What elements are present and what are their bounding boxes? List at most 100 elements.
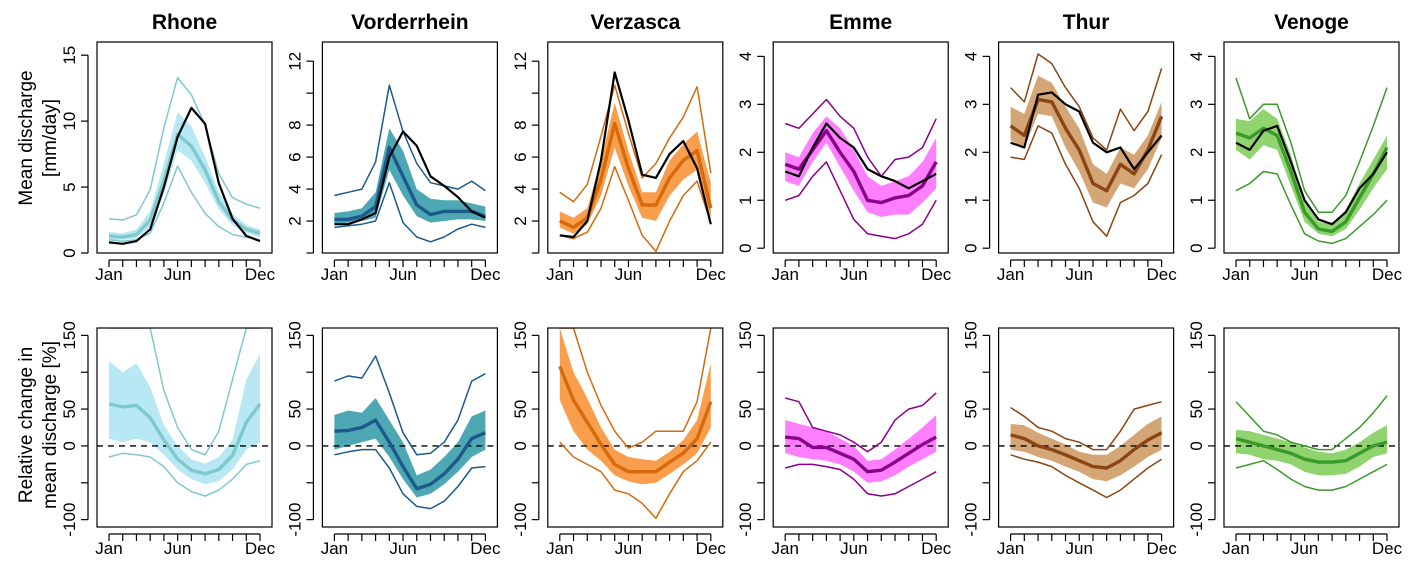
emme-title: Emme — [829, 11, 892, 34]
verzasca-relative-change-outer-high-line — [559, 328, 712, 449]
row1-ylabel-line2: [mm/day] — [40, 99, 61, 177]
venoge-relative-change-ytick-label: 50 — [1187, 400, 1206, 419]
venoge-relative-change-plot-area — [1224, 395, 1399, 491]
rhone-relative-change-ytick-label: 150 — [60, 321, 79, 349]
thur-mean-discharge-plot-area — [1009, 53, 1164, 237]
emme-relative-change-xtick-label: Jan — [771, 539, 798, 558]
emme-relative-change-inner-band — [785, 415, 937, 483]
venoge-mean-discharge-frame — [1223, 41, 1400, 254]
thur-mean-discharge-ytick-label: 1 — [962, 196, 981, 205]
thur-relative-change-ytick-label: 0 — [962, 441, 981, 450]
rhone-mean-discharge-ytick-label: 10 — [60, 112, 79, 131]
emme-mean-discharge-inner-band — [785, 116, 937, 217]
verzasca-relative-change-xtick-label: Jun — [615, 539, 642, 558]
panel-rhone: Rhone 0 5 10 15 Jan Jun Dec -100 0 50 150 Jan Jun Dec — [60, 11, 276, 558]
rhone-relative-change-ytick-label: -100 — [60, 503, 79, 537]
verzasca-mean-discharge-outer-low-line — [559, 165, 712, 253]
rhone-mean-discharge-ytick-label: 0 — [60, 248, 79, 257]
venoge-mean-discharge-ytick-label: 3 — [1187, 100, 1206, 109]
rhone-mean-discharge-xtick-label: Jan — [95, 265, 122, 284]
rhone-mean-discharge-observed-line — [108, 106, 261, 245]
rhone-mean-discharge-inner-band — [109, 111, 260, 240]
venoge-mean-discharge-xtick-label: Jun — [1291, 265, 1318, 284]
thur-relative-change-inner-band — [1010, 416, 1162, 482]
vorderrhein-mean-discharge-xtick-label: Jan — [321, 265, 348, 284]
verzasca-mean-discharge-outer-high-line — [559, 84, 712, 203]
thur-relative-change-frame — [997, 327, 1175, 528]
vorderrhein-mean-discharge-ytick-label: 12 — [285, 52, 304, 71]
rhone-relative-change-ytick-label: 0 — [60, 441, 79, 450]
thur-mean-discharge-outer-low-line — [1010, 125, 1163, 237]
vorderrhein-relative-change-ytick-label: -100 — [285, 503, 304, 537]
rhone-relative-change-median-line — [108, 402, 262, 476]
emme-mean-discharge-observed-line — [784, 122, 937, 190]
emme-mean-discharge-xtick-label: Jan — [771, 265, 798, 284]
rhone-relative-change-xtick-label: Dec — [245, 539, 276, 558]
thur-relative-change-ytick-label: 150 — [962, 321, 981, 349]
emme-mean-discharge-xtick-label: Jun — [840, 265, 867, 284]
thur-relative-change-outer-high-line — [1010, 400, 1162, 451]
venoge-mean-discharge-observed-line — [1235, 124, 1388, 226]
row2-ylabel-line2: mean discharge [%] — [40, 341, 61, 509]
rhone-mean-discharge-frame — [96, 41, 273, 254]
panel-vorderrhein: Vorderrhein 2 4 6 8 12 Jan Jun Dec -100 0 50 150 Jan J… — [285, 11, 501, 558]
verzasca-mean-discharge-median-line — [559, 121, 713, 230]
rhone-relative-change-plot-area — [97, 328, 272, 497]
rhone-relative-change-xtick-label: Jan — [95, 539, 122, 558]
vorderrhein-relative-change-inner-band — [334, 398, 486, 498]
panel-verzasca: Verzasca 2 4 6 8 12 Jan Jun Dec -100 0 50 150 Jan Jun D… — [511, 11, 727, 558]
emme-relative-change-ytick-label: 150 — [736, 321, 755, 349]
vorderrhein-mean-discharge-median-line — [334, 145, 486, 222]
verzasca-relative-change-ytick-label: 50 — [511, 400, 530, 419]
thur-mean-discharge-xtick-label: Jun — [1066, 265, 1093, 284]
vorderrhein-relative-change-outer-low-line — [334, 448, 486, 510]
rhone-mean-discharge-xtick-label: Jun — [164, 265, 191, 284]
thur-mean-discharge-ytick-label: 4 — [962, 52, 981, 61]
emme-relative-change-ytick-label: 0 — [736, 441, 755, 450]
vorderrhein-relative-change-plot-area — [322, 355, 498, 510]
vorderrhein-mean-discharge-plot-area — [334, 84, 486, 243]
emme-mean-discharge-xtick-label: Dec — [921, 265, 952, 284]
verzasca-mean-discharge-frame — [547, 41, 724, 254]
vorderrhein-mean-discharge-xtick-label: Jun — [389, 265, 416, 284]
panel-emme: Emme 0 1 2 3 4 Jan Jun Dec -100 0 50 150 Jan Jun Dec — [736, 11, 952, 558]
vorderrhein-mean-discharge-ytick-label: 2 — [285, 216, 304, 225]
venoge-mean-discharge-ytick-label: 2 — [1187, 148, 1206, 157]
emme-relative-change-median-line — [785, 435, 938, 474]
emme-relative-change-ytick-label: 50 — [736, 400, 755, 419]
venoge-relative-change-inner-band — [1236, 425, 1387, 476]
thur-mean-discharge-frame — [997, 41, 1175, 254]
venoge-relative-change-outer-high-line — [1235, 395, 1388, 451]
rhone-title: Rhone — [152, 11, 217, 34]
vorderrhein-title: Vorderrhein — [351, 11, 468, 34]
emme-mean-discharge-frame — [772, 41, 949, 254]
thur-relative-change-plot-area — [998, 400, 1174, 499]
thur-relative-change-median-line — [1010, 431, 1163, 470]
vorderrhein-relative-change-xtick-label: Jun — [389, 539, 416, 558]
verzasca-relative-change-xtick-label: Dec — [696, 539, 727, 558]
verzasca-relative-change-ytick-label: -100 — [511, 503, 530, 537]
venoge-relative-change-ytick-label: 150 — [1187, 321, 1206, 349]
thur-relative-change-ytick-label: 50 — [962, 400, 981, 419]
rhone-mean-discharge-ytick-label: 15 — [60, 46, 79, 65]
thur-mean-discharge-outer-high-line — [1010, 53, 1163, 151]
emme-relative-change-ytick-label: -100 — [736, 503, 755, 537]
verzasca-mean-discharge-xtick-label: Dec — [696, 265, 727, 284]
verzasca-title: Verzasca — [590, 11, 680, 34]
venoge-mean-discharge-ytick-label: 0 — [1187, 243, 1206, 252]
emme-mean-discharge-outer-high-line — [784, 98, 937, 178]
venoge-relative-change-frame — [1223, 327, 1400, 528]
verzasca-mean-discharge-ytick-label: 8 — [511, 120, 530, 129]
emme-relative-change-xtick-label: Dec — [921, 539, 952, 558]
thur-mean-discharge-ytick-label: 3 — [962, 100, 981, 109]
emme-mean-discharge-outer-low-line — [784, 161, 937, 240]
venoge-mean-discharge-plot-area — [1235, 77, 1389, 245]
verzasca-relative-change-outer-low-line — [559, 441, 712, 519]
verzasca-relative-change-frame — [547, 327, 724, 528]
vorderrhein-mean-discharge-xtick-label: Dec — [470, 265, 501, 284]
vorderrhein-mean-discharge-observed-line — [334, 130, 486, 226]
vorderrhein-mean-discharge-ytick-label: 8 — [285, 120, 304, 129]
venoge-relative-change-ytick-label: -100 — [1187, 503, 1206, 537]
